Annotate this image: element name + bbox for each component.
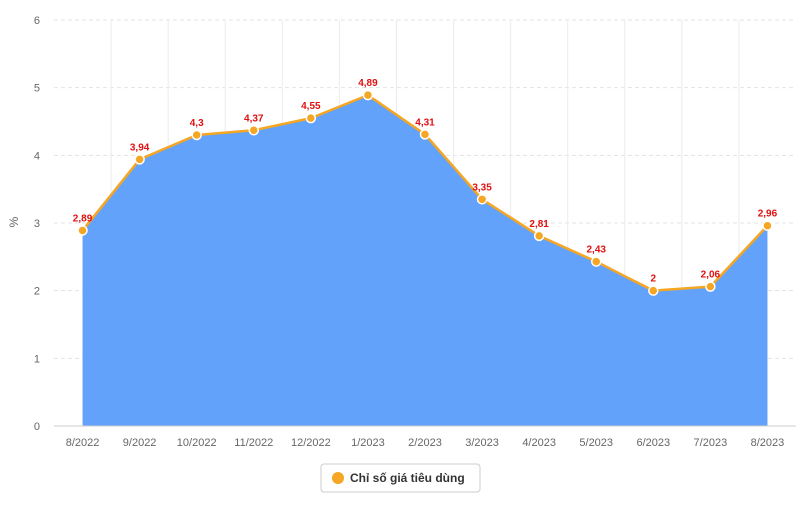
marker-layer: [77, 89, 773, 296]
legend-label: Chỉ số giá tiêu dùng: [350, 471, 465, 485]
data-label: 3,35: [472, 182, 492, 193]
y-tick-label: 2: [34, 286, 40, 298]
data-label: 4,37: [244, 113, 264, 124]
data-label: 2,43: [586, 245, 606, 256]
x-tick-label: 8/2022: [66, 437, 100, 449]
data-label: 4,3: [190, 118, 204, 129]
y-tick-label: 4: [34, 150, 40, 162]
data-label: 2,06: [701, 270, 721, 281]
x-tick-label: 5/2023: [579, 437, 613, 449]
data-point[interactable]: [362, 89, 374, 101]
data-label: 2,81: [529, 219, 549, 230]
x-tick-label: 1/2023: [351, 437, 385, 449]
area-layer: [81, 93, 769, 427]
x-tick-label: 10/2022: [177, 437, 217, 449]
y-axis-label: %: [7, 216, 21, 227]
data-point[interactable]: [134, 154, 145, 165]
x-tick-label: 2/2023: [408, 437, 442, 449]
data-point[interactable]: [419, 129, 431, 140]
y-tick-label: 1: [34, 353, 40, 365]
data-point[interactable]: [77, 225, 88, 236]
y-tick-label: 6: [34, 15, 40, 27]
x-tick-label: 4/2023: [522, 437, 556, 449]
data-point[interactable]: [648, 285, 659, 296]
data-point[interactable]: [305, 112, 317, 124]
x-tick-label: 3/2023: [465, 437, 499, 449]
x-tick-label: 11/2022: [234, 437, 273, 449]
data-label: 3,94: [130, 142, 150, 153]
data-point[interactable]: [248, 125, 260, 136]
x-tick-label: 12/2022: [291, 437, 331, 449]
series-area: [82, 95, 768, 427]
x-tick-label: 9/2022: [123, 437, 157, 449]
axis-layer: 0 1 2 3 4 5 6 8/2022 9/2022 10/2022 11/2022 12/2022…: [34, 15, 796, 449]
data-label: 4,31: [415, 117, 435, 128]
x-tick-label: 8/2023: [751, 437, 785, 449]
x-tick-label: 7/2023: [694, 437, 728, 449]
data-point[interactable]: [533, 230, 545, 242]
label-layer: 2,89 3,94 4,3 4,37 4,55 4,89 4,31 3,35 2,81 2,43 2…: [73, 78, 778, 285]
data-point[interactable]: [191, 129, 202, 141]
data-label: 2,96: [758, 209, 778, 220]
data-point[interactable]: [705, 281, 716, 292]
legend-marker-icon: [332, 472, 344, 484]
y-tick-label: 3: [34, 218, 40, 230]
data-point[interactable]: [762, 220, 773, 231]
x-tick-label: 6/2023: [636, 437, 670, 449]
data-label: 4,89: [358, 78, 378, 89]
data-label: 4,55: [301, 101, 321, 112]
data-point[interactable]: [476, 194, 488, 205]
y-tick-label: 0: [34, 421, 40, 433]
data-point[interactable]: [590, 256, 602, 267]
data-label: 2,89: [73, 213, 93, 224]
legend-box: [320, 463, 481, 493]
y-tick-label: 5: [34, 83, 40, 95]
legend[interactable]: Chỉ số giá tiêu dùng: [320, 463, 481, 493]
data-label: 2: [651, 274, 657, 285]
